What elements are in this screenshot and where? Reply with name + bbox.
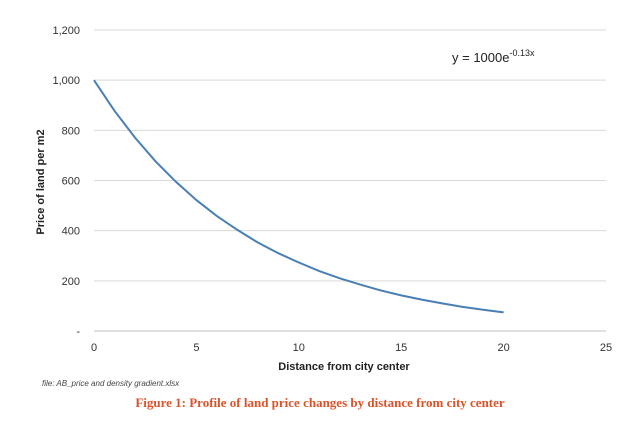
x-tick-label: 0 [91,342,97,354]
y-tick-label: 800 [62,125,80,137]
x-axis-title: Distance from city center [278,361,410,373]
x-tick-label: 5 [193,342,199,354]
figure-caption: Figure 1: Profile of land price changes … [135,395,505,410]
x-tick-label: 10 [293,342,305,354]
series-line [93,79,504,314]
source-file-note: file: AB_price and density gradient.xlsx [42,379,180,388]
x-tick-label: 15 [395,342,407,354]
y-tick-label: 200 [62,276,80,288]
equation-base: y = 1000e [452,50,509,65]
x-tick-label: 25 [600,342,612,354]
y-tick-label: 400 [62,226,80,238]
equation-exponent: -0.13x [509,48,535,58]
x-tick-label: 20 [497,342,509,354]
y-tick-labels: - 200 400 600 800 1,000 1,200 [52,25,80,338]
gridlines [94,29,606,282]
equation-annotation: y = 1000e-0.13x [452,48,535,65]
y-tick-label: 1,200 [52,25,80,37]
y-axis-title: Price of land per m2 [35,129,47,234]
x-tick-labels: 0 5 10 15 20 25 [91,342,612,354]
y-tick-label: 1,000 [52,75,80,87]
y-tick-label: - [76,326,80,338]
y-tick-label: 600 [62,176,80,188]
